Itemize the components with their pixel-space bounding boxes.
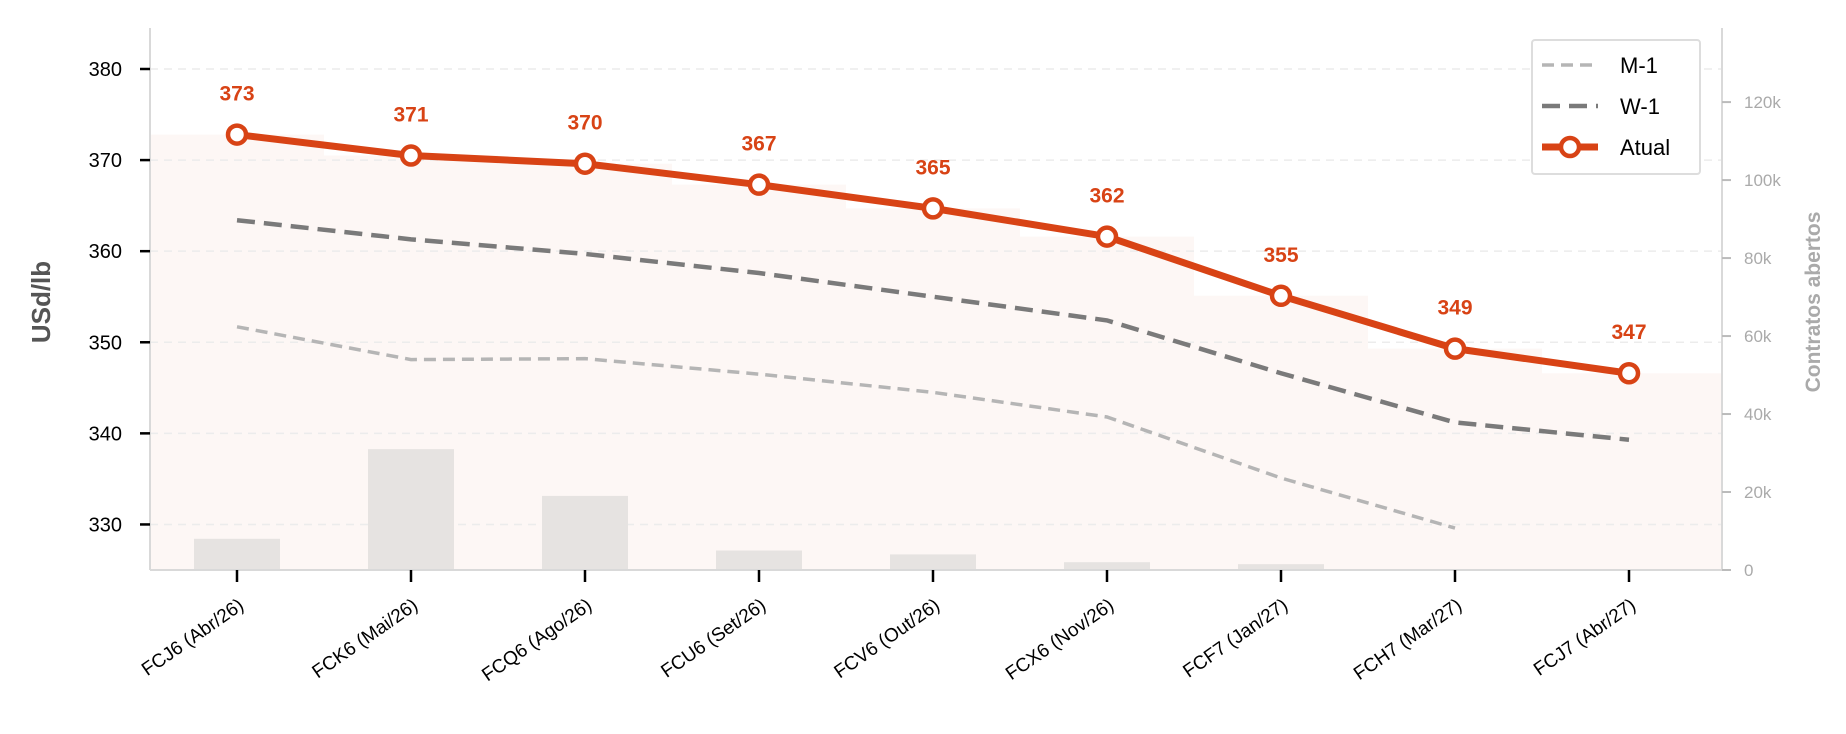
series-lines-layer	[225, 123, 1641, 530]
y-tick-label: 330	[89, 514, 122, 536]
price-area-fill	[150, 134, 1722, 570]
legend-label: Atual	[1620, 135, 1670, 160]
data-label: 362	[1089, 185, 1124, 208]
open-interest-bar	[1238, 564, 1324, 570]
open-interest-bar	[368, 449, 454, 570]
atual-point	[1095, 225, 1119, 248]
data-label: 347	[1611, 321, 1646, 344]
x-tick-label: FCV6 (Out/26)	[831, 595, 944, 683]
x-tick-label: FCQ6 (Ago/26)	[478, 595, 596, 686]
open-interest-bar	[1064, 562, 1150, 570]
y2-tick-label: 100k	[1744, 171, 1781, 190]
atual-point	[1617, 361, 1641, 385]
series-line-w1	[236, 217, 1630, 442]
open-interest-bar	[890, 554, 976, 570]
y-tick-label: 360	[89, 241, 122, 263]
atual-point	[1269, 284, 1293, 308]
x-tick-label: FCJ7 (Abr/27)	[1530, 595, 1640, 681]
y2-tick-label: 120k	[1744, 93, 1781, 112]
y-tick-label: 370	[89, 150, 122, 172]
atual-point	[921, 197, 945, 220]
x-tick-label: FCJ6 (Abr/26)	[138, 595, 248, 681]
x-tick-label: FCK6 (Mai/26)	[309, 595, 422, 683]
open-interest-bar	[542, 495, 628, 570]
data-label: 355	[1263, 244, 1298, 267]
price-area-layer	[150, 134, 1722, 570]
legend-marker	[1558, 135, 1582, 159]
x-tick-label: FCU6 (Set/26)	[657, 595, 769, 682]
y2-tick-label: 40k	[1744, 405, 1772, 424]
data-label: 367	[741, 133, 776, 156]
series-line-m1	[236, 325, 1456, 530]
y2-tick-label: 20k	[1744, 483, 1772, 502]
y2-axis-label: Contratos abertos	[1802, 212, 1825, 393]
open-interest-bars-layer	[194, 449, 1324, 570]
data-label: 349	[1437, 297, 1472, 320]
y2-tick-label: 80k	[1744, 249, 1772, 268]
y-tick-label: 350	[89, 332, 122, 354]
open-interest-bar	[716, 550, 802, 570]
data-label: 371	[393, 104, 428, 127]
legend-label: M-1	[1620, 53, 1658, 78]
x-tick-label: FCH7 (Mar/27)	[1350, 595, 1466, 685]
atual-point	[225, 123, 249, 146]
legend: M-1 W-1 Atual	[1531, 39, 1701, 175]
open-interest-bar	[194, 538, 280, 570]
atual-point	[399, 144, 423, 167]
y-tick-label: 340	[89, 423, 122, 445]
data-labels-layer: 373 371 370 367 365 362 355 349 347	[219, 83, 1646, 345]
y-axis-label: USd/lb	[26, 261, 56, 343]
atual-point	[1443, 337, 1467, 360]
atual-point	[747, 173, 771, 196]
data-label: 370	[567, 112, 602, 135]
x-tick-label: FCX6 (Nov/26)	[1002, 595, 1118, 685]
data-label: 365	[915, 156, 950, 179]
data-label: 373	[219, 83, 254, 106]
y2-tick-label: 0	[1744, 561, 1753, 580]
x-tick-label: FCF7 (Jan/27)	[1179, 595, 1291, 682]
y2-tick-label: 60k	[1744, 327, 1772, 346]
legend-label: W-1	[1620, 94, 1660, 119]
y-tick-label: 380	[89, 59, 122, 81]
atual-point	[573, 152, 597, 175]
